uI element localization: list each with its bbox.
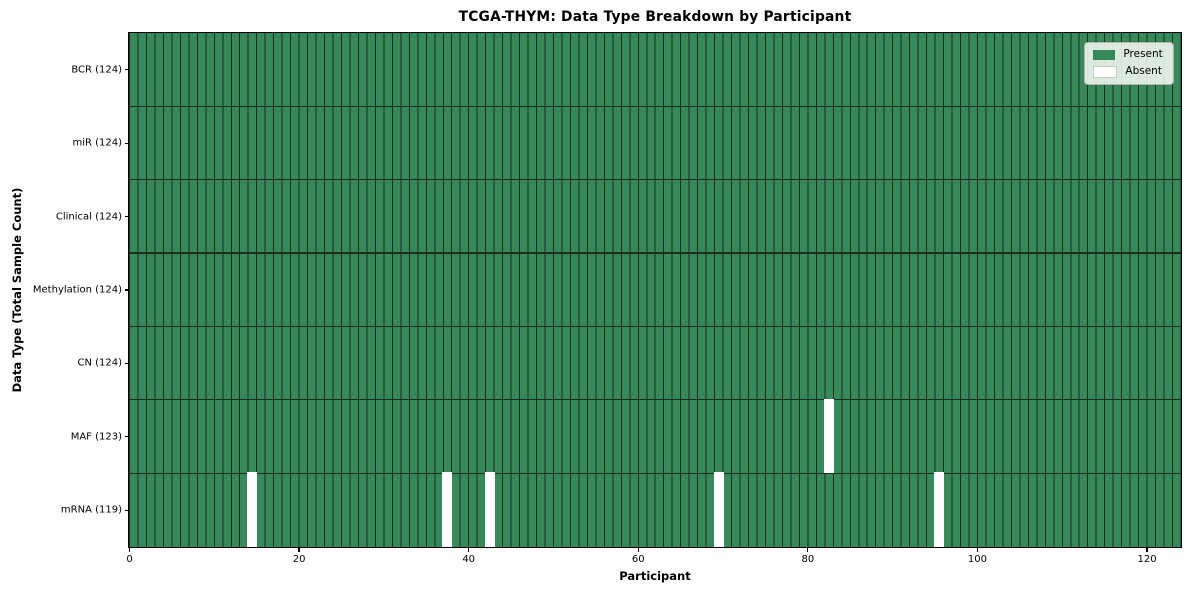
absent-cell	[823, 398, 834, 474]
y-tick-label: Methylation (124)	[32, 284, 122, 296]
y-tick	[124, 215, 129, 218]
y-tick	[124, 509, 129, 511]
absent-cell	[934, 472, 945, 547]
x-tick	[1146, 548, 1148, 552]
y-tick-label: Clinical (124)	[55, 211, 122, 223]
absent-cell	[442, 472, 453, 547]
y-tick-label: miR (124)	[72, 137, 122, 149]
x-tick-label: 120	[1137, 554, 1157, 565]
row-divider	[129, 252, 1181, 254]
y-tick	[124, 69, 129, 71]
row-divider	[129, 325, 1181, 327]
x-tick-label: 20	[292, 554, 306, 565]
legend-item-present: Present	[1093, 48, 1163, 61]
legend-item-absent: Absent	[1093, 66, 1162, 78]
absent-cell	[713, 472, 724, 547]
x-tick-label: 60	[631, 554, 645, 565]
x-tick	[298, 548, 300, 552]
legend-label-absent: Absent	[1125, 65, 1162, 78]
x-tick-label: 80	[801, 554, 815, 565]
plot-area: Present Absent	[128, 31, 1182, 548]
y-tick-label: BCR (124)	[71, 64, 122, 76]
y-tick-label: MAF (123)	[70, 431, 122, 443]
x-tick-label: 40	[462, 554, 476, 565]
y-tick	[124, 289, 129, 291]
legend-label-present: Present	[1123, 48, 1163, 61]
heatmap-grid	[129, 32, 1181, 547]
chart-title: TCGA-THYM: Data Type Breakdown by Partic…	[458, 9, 852, 25]
y-tick	[124, 142, 129, 144]
absent-cell	[247, 472, 258, 547]
x-tick-label: 0	[126, 554, 133, 565]
row-divider	[129, 105, 1181, 107]
absent-cell	[484, 472, 495, 547]
legend-swatch-present	[1093, 50, 1116, 61]
y-tick	[124, 436, 129, 438]
x-tick	[637, 548, 639, 552]
row-divider	[129, 179, 1181, 181]
x-tick	[128, 548, 131, 552]
y-tick	[124, 362, 129, 365]
legend-swatch-absent	[1093, 65, 1118, 78]
x-tick-label: 100	[967, 554, 988, 565]
x-tick	[807, 548, 809, 552]
legend: Present Absent	[1084, 42, 1174, 85]
y-tick-label: mRNA (119)	[60, 504, 122, 516]
x-tick	[468, 548, 470, 552]
x-tick	[976, 548, 979, 552]
row-divider	[129, 472, 1181, 474]
row-divider	[129, 399, 1181, 401]
x-axis-title: Participant	[619, 569, 691, 583]
y-tick-label: CN (124)	[77, 357, 122, 369]
